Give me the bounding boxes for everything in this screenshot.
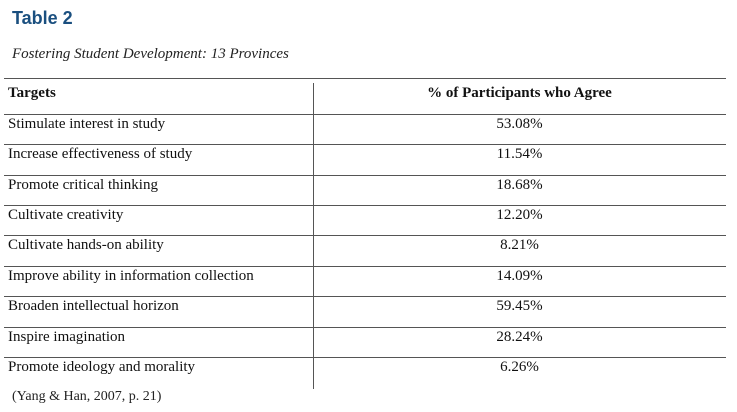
header-targets: Targets bbox=[8, 85, 56, 101]
row-percent: 11.54% bbox=[496, 146, 543, 162]
row-target: Improve ability in information collectio… bbox=[8, 268, 254, 284]
row-percent: 53.08% bbox=[496, 116, 543, 132]
row-target: Promote ideology and morality bbox=[8, 359, 196, 375]
table-title: Table 2 bbox=[12, 8, 73, 28]
row-percent: 8.21% bbox=[500, 237, 539, 253]
row-divider bbox=[4, 205, 726, 206]
table-row: Stimulate interest in study 53.08% bbox=[4, 114, 726, 144]
row-percent: 28.24% bbox=[496, 329, 543, 345]
row-percent: 59.45% bbox=[496, 298, 543, 314]
column-divider bbox=[313, 83, 314, 389]
row-target: Cultivate hands-on ability bbox=[8, 237, 164, 253]
row-divider bbox=[4, 235, 726, 236]
table-subtitle: Fostering Student Development: 13 Provin… bbox=[12, 46, 289, 62]
table-row: Cultivate creativity 12.20% bbox=[4, 205, 726, 235]
row-divider bbox=[4, 144, 726, 145]
table-row: Improve ability in information collectio… bbox=[4, 266, 726, 296]
row-divider bbox=[4, 327, 726, 328]
row-target: Stimulate interest in study bbox=[8, 116, 166, 132]
row-target: Broaden intellectual horizon bbox=[8, 298, 179, 314]
table-row: Promote critical thinking 18.68% bbox=[4, 175, 726, 205]
table-top-rule bbox=[4, 78, 726, 79]
row-percent: 14.09% bbox=[496, 268, 543, 284]
table-row: Cultivate hands-on ability 8.21% bbox=[4, 235, 726, 265]
row-target: Promote critical thinking bbox=[8, 177, 158, 193]
row-target: Increase effectiveness of study bbox=[8, 146, 193, 162]
row-percent: 18.68% bbox=[496, 177, 543, 193]
table-row: Broaden intellectual horizon 59.45% bbox=[4, 296, 726, 326]
row-percent: 6.26% bbox=[500, 359, 539, 375]
row-target: Cultivate creativity bbox=[8, 207, 124, 223]
table-source-citation: (Yang & Han, 2007, p. 21) bbox=[12, 389, 162, 404]
row-divider bbox=[4, 357, 726, 358]
row-divider bbox=[4, 175, 726, 176]
table-row: Promote ideology and morality 6.26% bbox=[4, 357, 726, 387]
table-row: Inspire imagination 28.24% bbox=[4, 327, 726, 357]
header-percent-agree: % of Participants who Agree bbox=[427, 85, 612, 101]
row-divider bbox=[4, 296, 726, 297]
row-percent: 12.20% bbox=[496, 207, 543, 223]
table-row: Increase effectiveness of study 11.54% bbox=[4, 144, 726, 174]
row-target: Inspire imagination bbox=[8, 329, 126, 345]
row-divider bbox=[4, 266, 726, 267]
row-divider bbox=[4, 114, 726, 115]
